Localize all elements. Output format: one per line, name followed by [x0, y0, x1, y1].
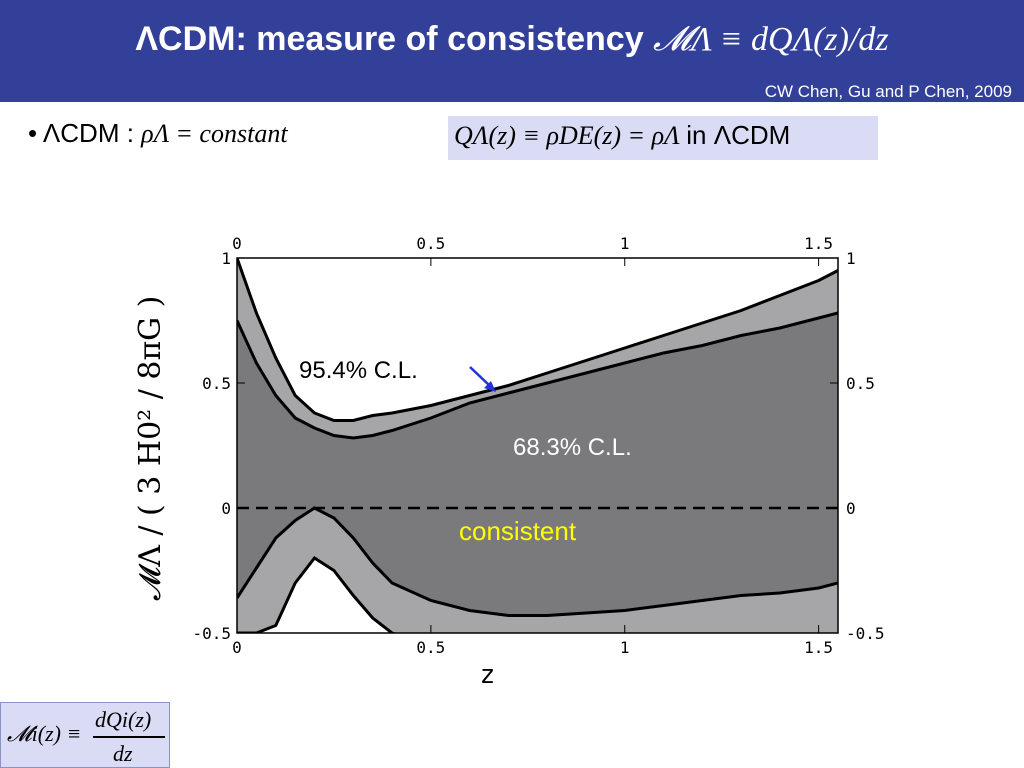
definition-lhs: 𝓜i(z) ≡ [7, 721, 82, 746]
curve-68-lower [237, 506, 838, 617]
y-tick-label-right: -0.5 [846, 624, 885, 643]
bullet-point: • ΛCDM : ρΛ = constant [28, 118, 288, 149]
y-axis-label: 𝓜Λ / ( 3 H0² / 8πG ) [133, 296, 168, 601]
x-tick-label: 1 [620, 638, 630, 657]
x-tick-label-top: 0 [232, 234, 242, 253]
y-tick-label: 1 [221, 249, 231, 268]
formula-box-math: QΛ(z) ≡ ρDE(z) = ρΛ [454, 121, 680, 150]
y-tick-label: -0.5 [192, 624, 231, 643]
formula-box-in: in ΛCDM [686, 120, 791, 150]
y-tick-label-right: 1 [846, 249, 856, 268]
y-tick-label: 0.5 [202, 374, 231, 393]
annotation-arrow-icon [469, 366, 491, 387]
definition-numerator: dQi(z) [95, 707, 152, 732]
y-tick-label: 0 [221, 499, 231, 518]
bullet-formula: ρΛ = constant [141, 119, 288, 148]
arrowhead-icon [484, 381, 496, 392]
annotation-95: 95.4% C.L. [299, 357, 418, 384]
y-tick-label-right: 0.5 [846, 374, 875, 393]
x-tick-label-top: 0.5 [416, 234, 445, 253]
formula-box: QΛ(z) ≡ ρDE(z) = ρΛ in ΛCDM [448, 116, 878, 160]
x-tick-label-top: 1.5 [804, 234, 833, 253]
annotation-consistent: consistent [459, 516, 577, 546]
slide-title: ΛCDM: measure of consistency 𝓜Λ ≡ dQΛ(z)… [0, 20, 1024, 59]
fraction-bar [93, 736, 165, 738]
bullet-icon: • [28, 118, 38, 148]
x-axis-label: z [480, 660, 496, 690]
plot-frame [236, 257, 839, 634]
band-68 [237, 313, 838, 616]
bullet-text: ΛCDM : [42, 118, 134, 148]
curve-95-upper [237, 258, 838, 422]
title-formula: 𝓜Λ ≡ dQΛ(z)/dz [653, 21, 889, 58]
y-tick-label-right: 0 [846, 499, 856, 518]
x-tick-label: 1.5 [804, 638, 833, 657]
definition-box: 𝓜i(z) ≡ dQi(z) dz [0, 702, 170, 768]
x-tick-label-top: 1 [620, 234, 630, 253]
citation: CW Chen, Gu and P Chen, 2009 [764, 82, 1012, 101]
x-tick-label: 0.5 [416, 638, 445, 657]
region-excluded [237, 558, 393, 633]
annotation-68: 68.3% C.L. [513, 434, 632, 461]
title-text: ΛCDM: measure of consistency [135, 20, 654, 58]
title-bar [0, 0, 1024, 102]
curve-68-upper [237, 311, 838, 440]
definition-denominator: dz [113, 741, 133, 766]
curve-95-lower [237, 555, 397, 633]
x-tick-label: 0 [232, 638, 242, 657]
